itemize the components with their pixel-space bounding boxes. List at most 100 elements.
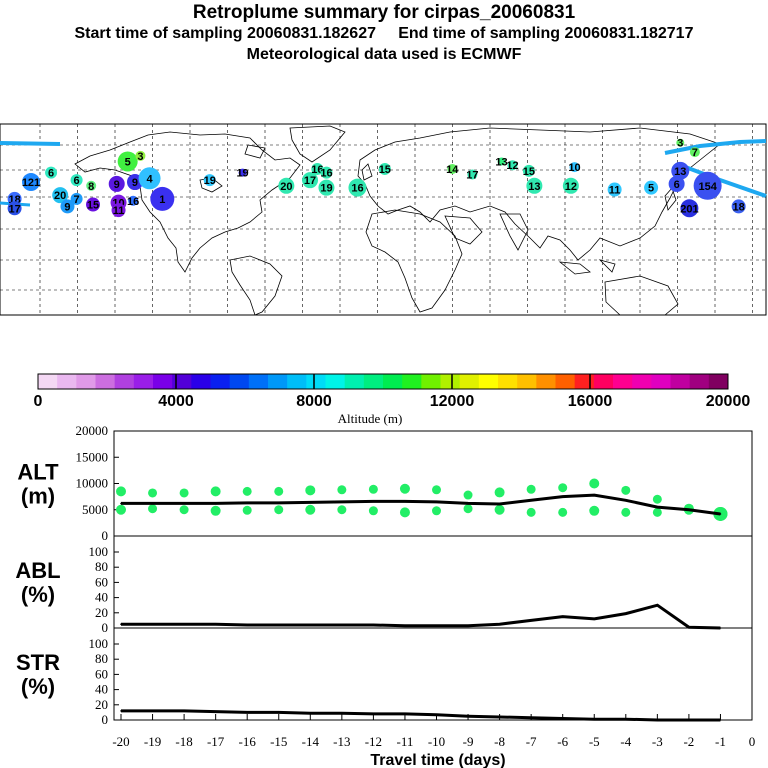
x-tick-label: -2 (683, 734, 694, 749)
alt-cluster-dot (368, 506, 378, 516)
colorbar-tick-label: 4000 (158, 393, 194, 410)
cluster-dot (117, 151, 138, 172)
colorbar-swatch (248, 374, 269, 389)
alt-cluster-dot (494, 487, 505, 498)
alt-cluster-dot (274, 486, 284, 496)
series-point (214, 710, 217, 713)
colorbar-swatch (344, 374, 365, 389)
cluster-label: 17 (8, 203, 20, 215)
colorbar-frame (37, 373, 729, 390)
cluster-label: 11 (609, 185, 621, 197)
colorbar-swatch (536, 374, 556, 389)
cluster-marker: 10 (568, 162, 581, 174)
series-point (404, 500, 406, 503)
colorbar-swatch (133, 374, 154, 389)
x-tick-label: -1 (715, 734, 726, 749)
cluster-marker: 13 (526, 177, 543, 194)
series-point (625, 499, 627, 502)
series-point (530, 499, 532, 502)
cluster-dot (671, 161, 690, 180)
cluster-label: 3 (137, 151, 143, 163)
colorbar-tick-label: 8000 (296, 393, 332, 410)
cluster-dot (378, 162, 391, 175)
cluster-dot (111, 203, 126, 218)
series-point (341, 712, 343, 714)
cluster-dot (150, 186, 175, 211)
alt-cluster-dot (399, 483, 410, 494)
cluster-marker: 7 (70, 192, 83, 206)
time-series-panels: 20000150001000050000ALT(m)100806040200AB… (15, 423, 755, 749)
colorbar-swatch (670, 374, 691, 389)
cluster-dot (70, 174, 83, 187)
cluster-marker: 6 (668, 175, 685, 192)
trajectory-arc-1 (0, 141, 61, 146)
series-point (530, 619, 532, 622)
cluster-dot (7, 201, 22, 216)
x-tick-label: -18 (175, 734, 192, 749)
cluster-label: 16 (127, 196, 139, 208)
cluster-label: 9 (114, 179, 120, 191)
cluster-marker: 15 (378, 162, 391, 176)
x-axis-label: Travel time (days) (370, 752, 505, 768)
x-tick-label: -8 (494, 734, 505, 749)
cluster-dot (731, 199, 746, 214)
sampling-times: Start time of sampling 20060831.182627 E… (74, 25, 694, 42)
cluster-label: 19 (236, 168, 248, 180)
cluster-label: 20 (280, 181, 292, 193)
cluster-label: 12 (565, 181, 577, 193)
colorbar-tick-label: 16000 (568, 393, 613, 410)
series-point (309, 624, 312, 626)
colorbar-swatch (191, 374, 211, 389)
cluster-label: 3 (677, 138, 683, 150)
panel-unit: (m) (21, 484, 55, 509)
alt-cluster-dot (652, 507, 662, 517)
series-point (593, 494, 596, 496)
series-point (561, 495, 564, 498)
colorbar-swatch (440, 374, 461, 389)
series-point (214, 502, 217, 505)
cluster-dot (203, 174, 216, 187)
x-tick-label: -19 (144, 734, 161, 749)
cluster-marker: 16 (348, 178, 367, 197)
cluster-dot (45, 166, 58, 179)
cluster-label: 4 (146, 173, 153, 185)
cluster-dot (693, 171, 722, 200)
panels-frame (113, 430, 753, 721)
y-tick-label: 100 (89, 636, 109, 651)
cluster-label: 13 (674, 166, 686, 178)
alt-cluster-dot (368, 484, 378, 494)
cluster-label: 7 (692, 147, 698, 159)
coastlines (74, 125, 721, 316)
alt-cluster-dot (589, 505, 600, 516)
colorbar-swatch (172, 374, 192, 389)
colorbar-swatch (229, 374, 250, 389)
alt-cluster-dot (621, 507, 631, 517)
colorbar-swatch (402, 374, 422, 389)
cluster-label: 12 (506, 160, 518, 172)
series-line-str (121, 709, 721, 722)
series-point (372, 500, 375, 503)
cluster-label: 15 (87, 200, 99, 212)
cluster-label: 17 (304, 175, 316, 187)
cluster-marker: 14 (446, 163, 459, 176)
cluster-dot (318, 179, 335, 196)
alt-cluster-dot (116, 504, 126, 515)
cluster-dot (138, 167, 161, 190)
series-point (467, 624, 469, 627)
cluster-label: 1 (159, 194, 165, 206)
y-tick-label: 60 (95, 574, 108, 589)
cluster-label: 6 (674, 179, 680, 191)
cluster-label: 14 (446, 164, 459, 176)
series-point (151, 710, 154, 712)
cluster-label: 9 (132, 177, 138, 189)
cluster-marker: 1 (150, 186, 175, 211)
cluster-dot (562, 177, 579, 194)
colorbar-swatch (114, 374, 135, 389)
cluster-dot (108, 175, 125, 192)
cluster-marker: 20 (52, 187, 69, 204)
x-tick-label: 0 (749, 734, 756, 749)
x-tick-label: -9 (463, 734, 474, 749)
series-point (467, 502, 469, 505)
alt-cluster-dot (210, 486, 221, 497)
